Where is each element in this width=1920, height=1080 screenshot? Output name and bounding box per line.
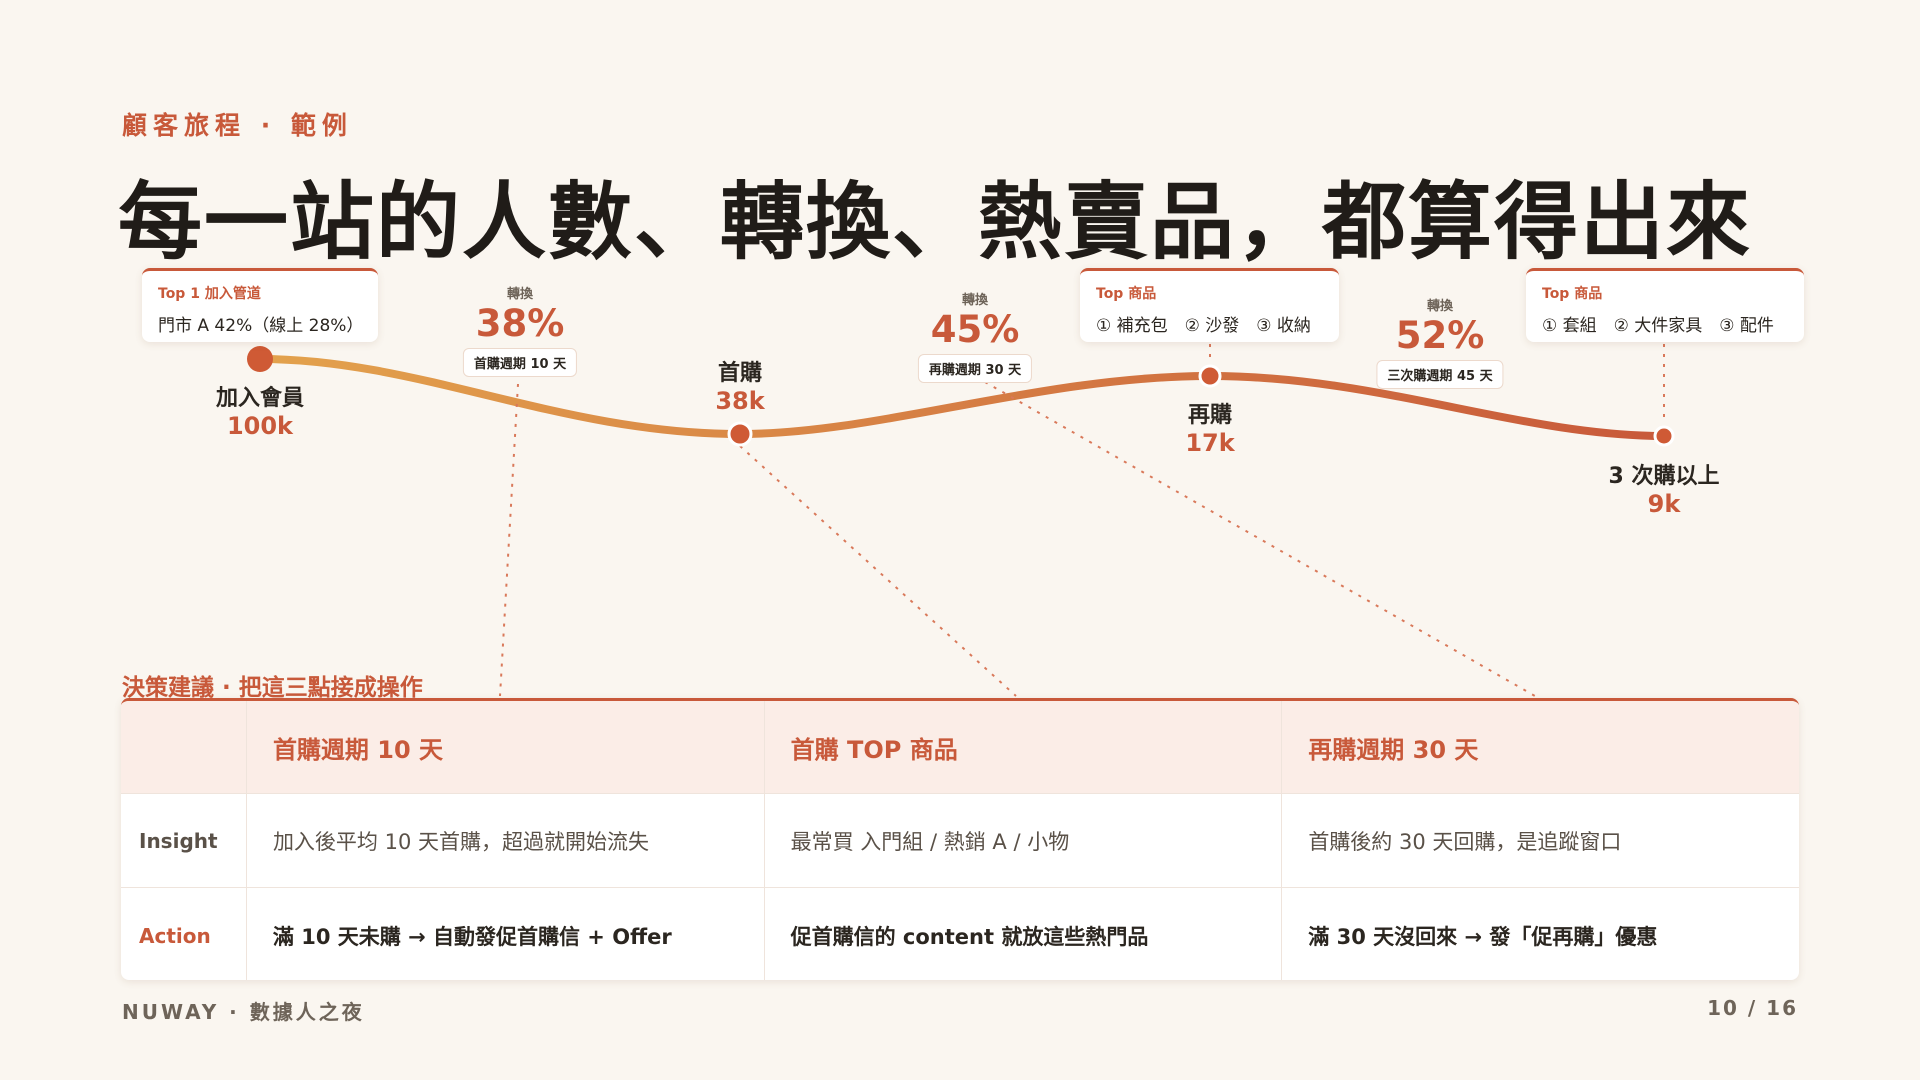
stage-name: 加入會員 [215,386,305,411]
page-number: 10 / 16 [1707,996,1798,1020]
conversion-value: 45% [930,308,1020,351]
decision-section-label: 決策建議 · 把這三點接成操作 [122,675,423,701]
conversion-label: 轉換 [506,287,533,302]
stage-name: 再購 [1187,403,1233,428]
stage-node [727,421,753,447]
connector-line [984,381,1536,697]
stage-count: 9k [1647,490,1681,518]
column-header: 首購週期 10 天 [245,701,764,793]
table-header-row: 首購週期 10 天 首購 TOP 商品 再購週期 30 天 [121,701,1799,793]
table-row-action: Action 滿 10 天未購 → 自動發促首購信 + Offer 促首購信的 … [121,887,1799,980]
connector-line [739,445,1017,697]
info-box-join-channel: Top 1 加入管道 門市 A 42%（線上 28%） [142,268,378,342]
info-box-label: Top 1 加入管道 [158,286,261,302]
table-cell: 加入後平均 10 天首購，超過就開始流失 [245,794,764,887]
info-box-value: 門市 A 42%（線上 28%） [158,316,364,336]
stage-name: 3 次購以上 [1608,464,1720,489]
conversion-value: 38% [475,302,565,345]
conversion-label: 轉換 [1426,299,1453,314]
conversion-1: 轉換 38% 首購週期 10 天 [462,283,578,377]
info-box-value: ① 補充包 ② 沙發 ③ 收納 [1096,316,1311,336]
info-box-repeat-products: Top 商品 ① 套組 ② 大件家具 ③ 配件 [1526,268,1804,342]
journey-curve [256,355,1668,440]
info-box-first-purchase-products: Top 商品 ① 補充包 ② 沙發 ③ 收納 [1080,268,1339,342]
connector-line [499,383,519,697]
table-cell: 首購後約 30 天回購，是追蹤窗口 [1281,794,1799,887]
conversion-note: 再購週期 30 天 [917,354,1033,383]
info-box-label: Top 商品 [1542,286,1603,302]
decision-table: 首購週期 10 天 首購 TOP 商品 再購週期 30 天 Insight 加入… [121,698,1799,980]
table-cell: 滿 30 天沒回來 → 發「促再購」優惠 [1281,888,1799,980]
conversion-note: 首購週期 10 天 [462,348,578,377]
table-corner-cell [121,701,246,793]
table-cell: 促首購信的 content 就放這些熱門品 [763,888,1282,980]
stage-repeat: 再購 17k [1185,397,1234,457]
column-header: 首購 TOP 商品 [763,701,1282,793]
eyebrow: 顧客旅程 · 範例 [122,111,353,140]
stage-three-plus: 3 次購以上 9k [1609,458,1720,518]
row-header: Insight [139,828,218,853]
stage-node [1653,425,1675,447]
table-cell: 最常買 入門組 / 熱銷 A / 小物 [763,794,1282,887]
table-cell: 滿 10 天未購 → 自動發促首購信 + Offer [245,888,764,980]
stage-join: 加入會員 100k [216,380,304,440]
info-box-value: ① 套組 ② 大件家具 ③ 配件 [1542,316,1774,336]
stage-count: 100k [226,412,294,440]
conversion-2: 轉換 45% 再購週期 30 天 [917,289,1033,383]
conversion-label: 轉換 [961,293,988,308]
stage-count: 38k [715,387,765,415]
stage-node [247,346,273,372]
stage-count: 17k [1185,429,1235,457]
column-header: 再購週期 30 天 [1281,701,1799,793]
stage-node [1198,364,1222,388]
page-title: 每一站的人數、轉換、熱賣品，都算得出來 [118,173,1753,271]
info-box-label: Top 商品 [1096,286,1157,302]
stage-name: 首購 [717,361,763,386]
table-row-insight: Insight 加入後平均 10 天首購，超過就開始流失 最常買 入門組 / 熱… [121,793,1799,887]
conversion-note: 三次購週期 45 天 [1376,360,1504,389]
footer-brand: NUWAY · 數據人之夜 [122,1000,365,1024]
stage-first-purchase: 首購 38k [715,355,764,415]
row-header: Action [139,923,211,948]
conversion-3: 轉換 52% 三次購週期 45 天 [1376,295,1504,389]
conversion-value: 52% [1395,314,1485,357]
